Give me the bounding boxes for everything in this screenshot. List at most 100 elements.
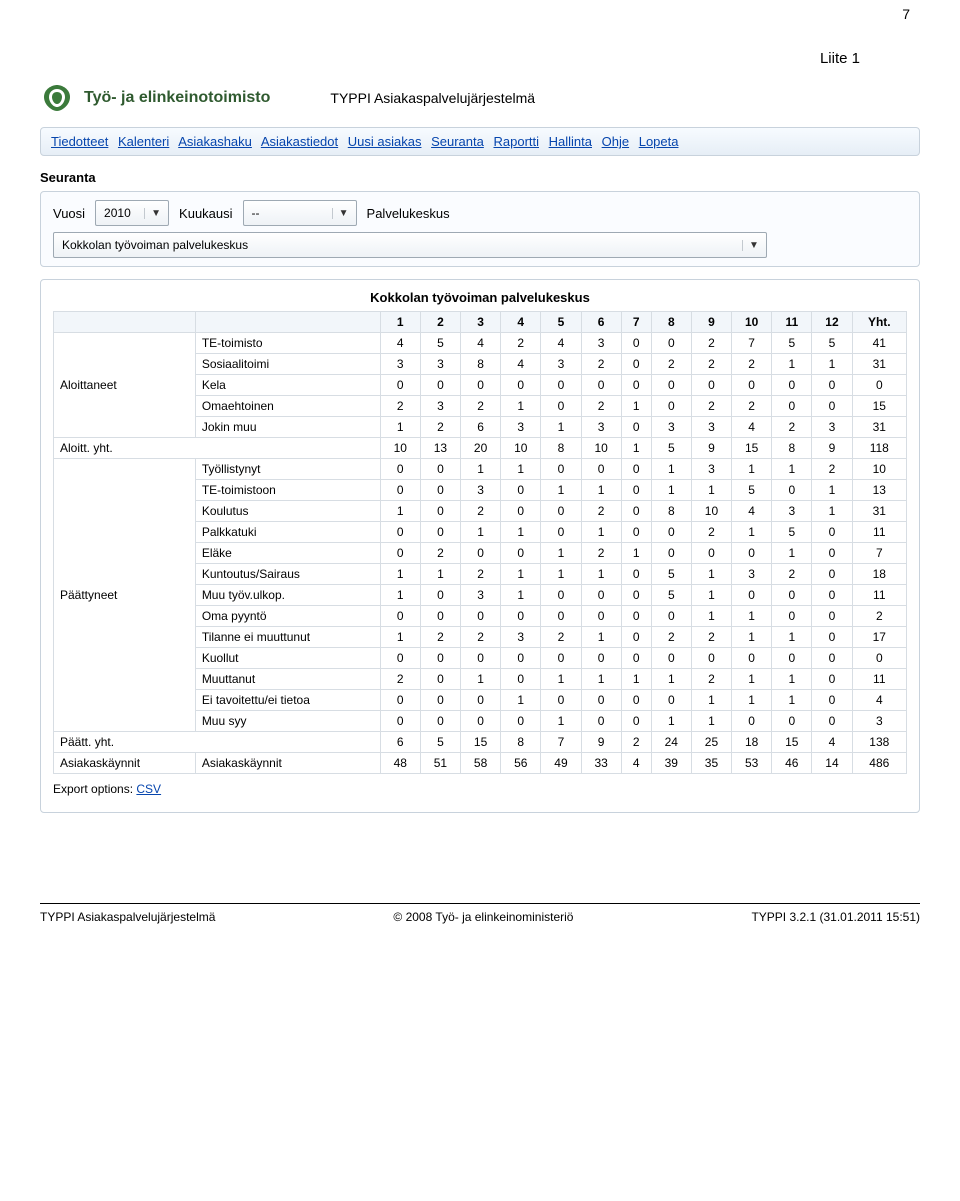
cell: 1 <box>772 669 812 690</box>
cell: 0 <box>651 375 691 396</box>
cell: 4 <box>812 732 852 753</box>
cell: 138 <box>852 732 906 753</box>
cell: 41 <box>852 333 906 354</box>
cell: 0 <box>541 375 581 396</box>
nav-link[interactable]: Asiakastiedot <box>261 134 338 149</box>
cell: 4 <box>380 333 420 354</box>
data-table: 123456789101112Yht.AloittaneetTE-toimist… <box>53 311 907 774</box>
cell: 13 <box>420 438 460 459</box>
group-label: Päättyneet <box>54 459 196 732</box>
table-header: 11 <box>772 312 812 333</box>
cell: 0 <box>420 459 460 480</box>
cell: 0 <box>621 690 651 711</box>
cell: 486 <box>852 753 906 774</box>
cell: 3 <box>691 459 731 480</box>
cell: 10 <box>852 459 906 480</box>
cell: 8 <box>651 501 691 522</box>
cell: 0 <box>691 543 731 564</box>
table-header: 5 <box>541 312 581 333</box>
cell: 53 <box>732 753 772 774</box>
row-label: TE-toimisto <box>195 333 380 354</box>
cell: 3 <box>541 354 581 375</box>
chevron-down-icon: ▼ <box>144 208 164 219</box>
year-label: Vuosi <box>53 206 85 221</box>
cell: 31 <box>852 417 906 438</box>
nav-link[interactable]: Uusi asiakas <box>348 134 422 149</box>
row-label: Ei tavoitettu/ei tietoa <box>195 690 380 711</box>
cell: 0 <box>852 375 906 396</box>
cell: 1 <box>732 690 772 711</box>
cell: 0 <box>772 648 812 669</box>
cell: 0 <box>621 564 651 585</box>
row-label: Oma pyyntö <box>195 606 380 627</box>
cell: 0 <box>380 375 420 396</box>
cell: 0 <box>651 543 691 564</box>
cell: 2 <box>732 354 772 375</box>
table-row: AsiakaskäynnitAsiakaskäynnit485158564933… <box>54 753 907 774</box>
cell: 0 <box>380 606 420 627</box>
cell: 0 <box>772 606 812 627</box>
export-label: Export options: <box>53 782 133 796</box>
cell: 0 <box>812 585 852 606</box>
chevron-down-icon: ▼ <box>742 240 762 251</box>
cell: 10 <box>501 438 541 459</box>
cell: 1 <box>581 522 621 543</box>
cell: 0 <box>541 648 581 669</box>
cell: 1 <box>772 543 812 564</box>
logo-text: Työ- ja elinkeinotoimisto <box>84 89 270 107</box>
cell: 0 <box>461 543 501 564</box>
row-label: Työllistynyt <box>195 459 380 480</box>
nav-link[interactable]: Raportti <box>493 134 539 149</box>
chevron-down-icon: ▼ <box>332 208 352 219</box>
cell: 2 <box>581 501 621 522</box>
cell: 2 <box>501 333 541 354</box>
attachment-label: Liite 1 <box>40 50 860 67</box>
cell: 0 <box>501 480 541 501</box>
cell: 0 <box>621 606 651 627</box>
cell: 1 <box>732 606 772 627</box>
cell: 2 <box>461 501 501 522</box>
cell: 0 <box>651 522 691 543</box>
nav-link[interactable]: Hallinta <box>549 134 592 149</box>
cell: 1 <box>812 354 852 375</box>
cell: 0 <box>380 711 420 732</box>
cell: 0 <box>732 543 772 564</box>
cell: 15 <box>772 732 812 753</box>
cell: 3 <box>691 417 731 438</box>
cell: 15 <box>852 396 906 417</box>
center-select[interactable]: Kokkolan työvoiman palvelukeskus ▼ <box>53 232 767 258</box>
cell: 0 <box>621 711 651 732</box>
month-select[interactable]: -- ▼ <box>243 200 357 226</box>
cell: 15 <box>732 438 772 459</box>
export-csv-link[interactable]: CSV <box>136 782 161 796</box>
cell: 10 <box>691 501 731 522</box>
footer-left: TYPPI Asiakaspalvelujärjestelmä <box>40 910 215 924</box>
month-label: Kuukausi <box>179 206 232 221</box>
cell: 1 <box>772 690 812 711</box>
year-select[interactable]: 2010 ▼ <box>95 200 169 226</box>
nav-link[interactable]: Asiakashaku <box>178 134 252 149</box>
cell: 0 <box>772 396 812 417</box>
cell: 5 <box>812 333 852 354</box>
nav-link[interactable]: Lopeta <box>639 134 679 149</box>
cell: 3 <box>651 417 691 438</box>
cell: 0 <box>420 711 460 732</box>
nav-link[interactable]: Tiedotteet <box>51 134 108 149</box>
cell: 1 <box>581 480 621 501</box>
cell: 0 <box>501 375 541 396</box>
subtotal-label: Aloitt. yht. <box>54 438 381 459</box>
cell: 0 <box>420 606 460 627</box>
cell: 0 <box>461 648 501 669</box>
cell: 3 <box>852 711 906 732</box>
cell: 1 <box>772 354 812 375</box>
nav-link[interactable]: Seuranta <box>431 134 484 149</box>
cell: 2 <box>420 417 460 438</box>
cell: 1 <box>621 543 651 564</box>
cell: 1 <box>501 564 541 585</box>
nav-link[interactable]: Ohje <box>602 134 629 149</box>
cell: 8 <box>461 354 501 375</box>
subtotal-row: Päätt. yht.65158792242518154138 <box>54 732 907 753</box>
cell: 0 <box>812 522 852 543</box>
subtotal-row: Aloitt. yht.101320108101591589118 <box>54 438 907 459</box>
nav-link[interactable]: Kalenteri <box>118 134 169 149</box>
